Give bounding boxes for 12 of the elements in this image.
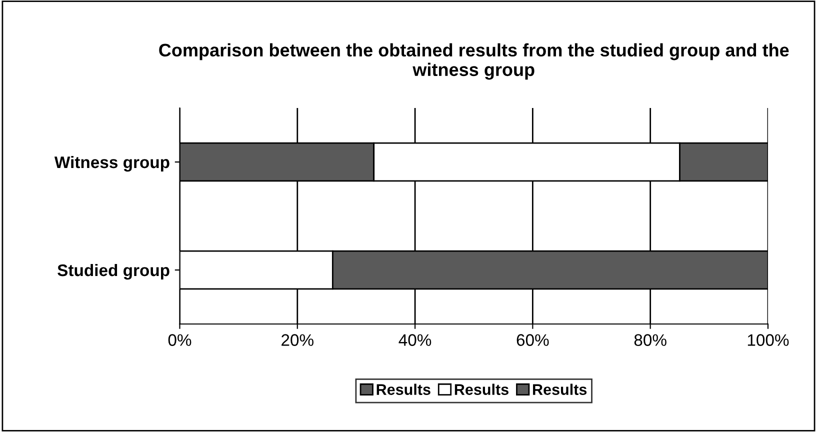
- x-tick-label: 100%: [748, 334, 789, 346]
- x-tick-label: 20%: [282, 334, 314, 346]
- legend-label: Results: [376, 384, 430, 395]
- x-tick-label: 0%: [168, 334, 192, 346]
- x-tick-label: 60%: [516, 334, 549, 346]
- chart-title: Comparison between the obtained results from the studied group and the witness group: [159, 43, 789, 80]
- legend-label: Results: [533, 384, 587, 395]
- y-tick-label: Witness group: [54, 156, 170, 172]
- x-tick-label: 80%: [634, 334, 666, 346]
- y-tick-label: Studied group: [58, 264, 170, 280]
- x-tick-label: 40%: [398, 334, 432, 346]
- legend-label: Results: [454, 384, 508, 395]
